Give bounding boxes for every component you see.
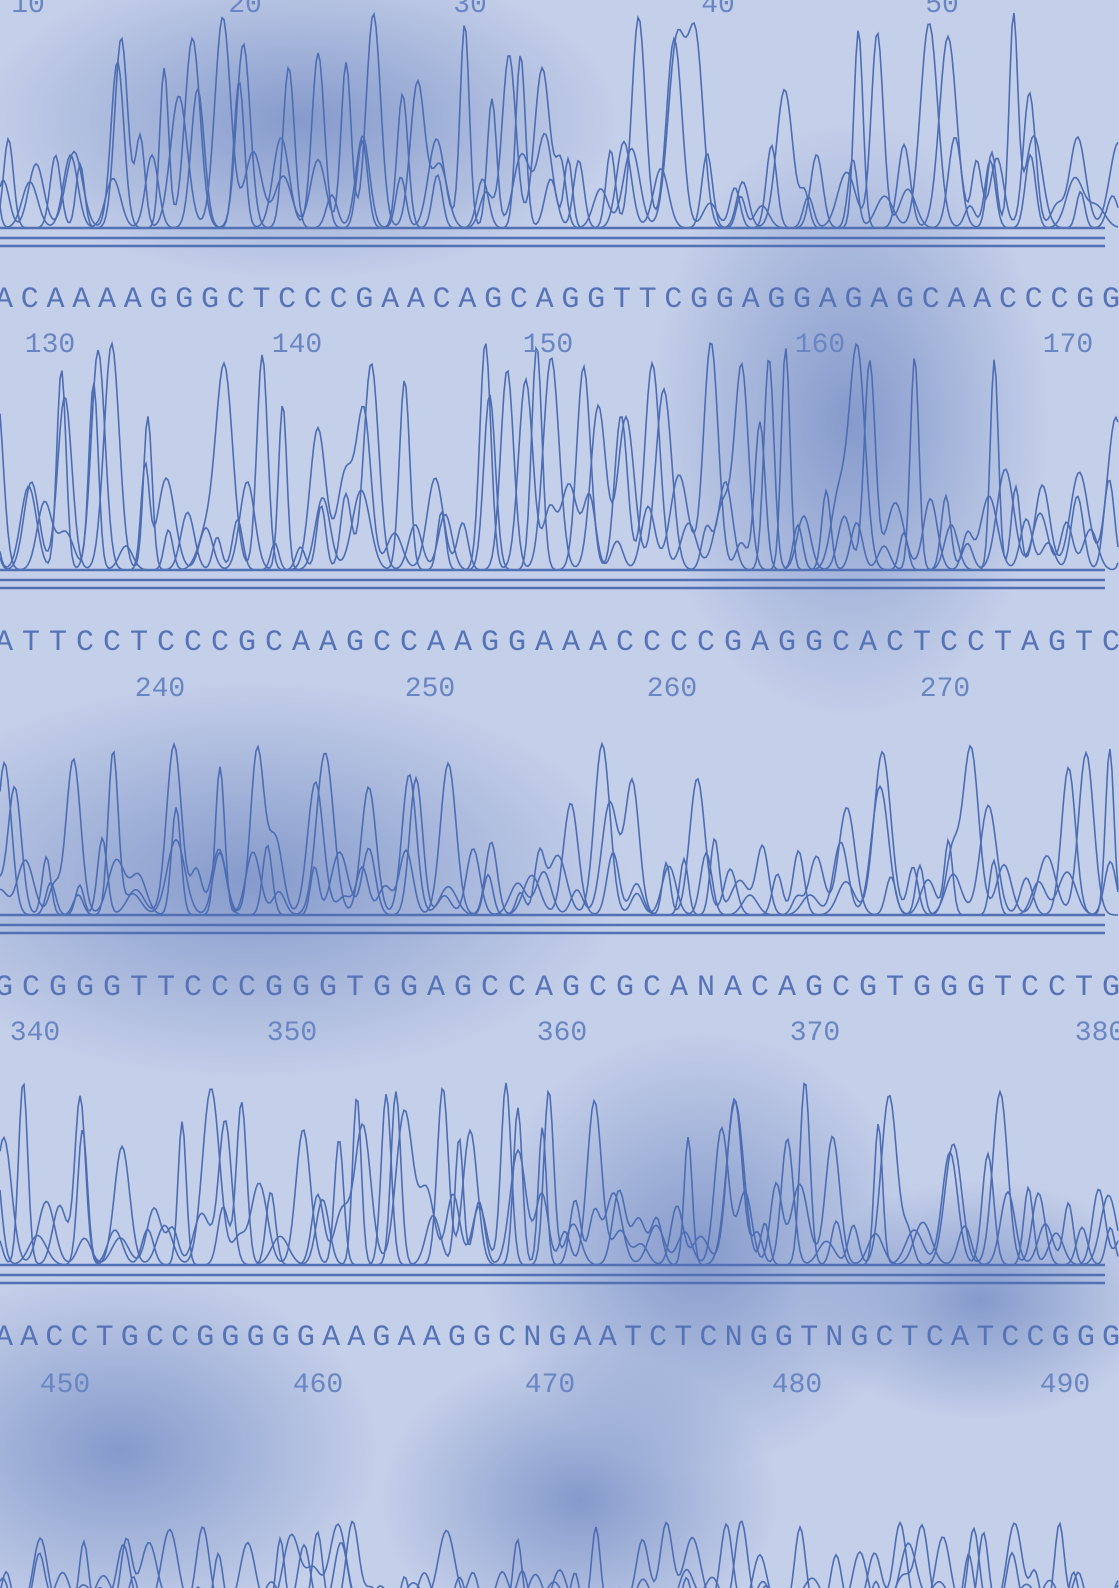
position-number: 340	[10, 1018, 60, 1049]
trace	[0, 23, 1119, 229]
position-number: 20	[228, 0, 262, 21]
trace	[0, 1082, 1119, 1266]
position-number: 470	[525, 1370, 575, 1401]
position-number: 40	[701, 0, 735, 21]
position-number: 270	[920, 674, 970, 705]
position-number: 360	[537, 1018, 587, 1049]
position-number: 380	[1075, 1018, 1119, 1049]
trace	[0, 1082, 1119, 1266]
position-number: 240	[135, 674, 185, 705]
position-number: 260	[647, 674, 697, 705]
position-number: 350	[267, 1018, 317, 1049]
trace	[0, 1520, 1119, 1588]
trace	[0, 1520, 1080, 1588]
trace	[0, 741, 1119, 916]
position-number: 370	[790, 1018, 840, 1049]
position-number: 490	[1040, 1370, 1090, 1401]
position-number: 30	[453, 0, 487, 21]
trace	[0, 340, 1119, 571]
position-number: 170	[1043, 330, 1093, 361]
position-number: 140	[272, 330, 322, 361]
position-number: 480	[772, 1370, 822, 1401]
position-number: 450	[40, 1370, 90, 1401]
sequence: AACCTGCCGGGGGAAGAAGGCNGAATCTCNGGTNGCTCAT…	[0, 1321, 1119, 1355]
position-number: 250	[405, 674, 455, 705]
traces	[0, 11, 1119, 1588]
trace	[0, 12, 1119, 229]
position-number: 130	[25, 330, 75, 361]
position-number: 10	[11, 0, 45, 21]
position-number: 50	[925, 0, 959, 21]
position-number: 150	[523, 330, 573, 361]
position-number: 460	[293, 1370, 343, 1401]
position-number: 160	[795, 330, 845, 361]
